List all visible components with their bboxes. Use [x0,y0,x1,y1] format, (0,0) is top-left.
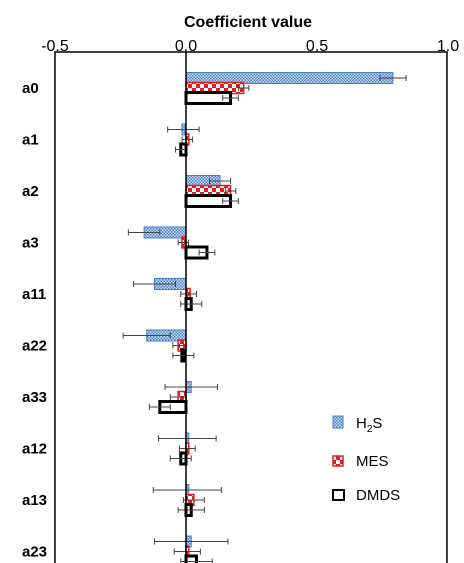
legend: H2S MES DMDS [332,415,400,504]
legend-label-dmds: DMDS [356,487,400,504]
legend-swatch-h2s [332,415,344,429]
category-label: a23 [22,544,47,561]
legend-label-h2s: H2S [356,415,382,435]
legend-swatch-mes [332,455,344,467]
category-label: a12 [22,441,47,458]
category-labels: a0 a1 a2 a3 a11 a22 a33 a12 a13 a23 [22,80,47,561]
category-label: a13 [22,492,47,509]
plot-frame [54,51,448,563]
x-tick-label: 1.0 [437,38,459,55]
category-label: a33 [22,389,47,406]
legend-swatch-dmds [332,489,345,501]
legend-item-h2s: H2S [332,415,382,435]
x-tick-label: -0.5 [41,38,69,55]
x-tick-label: 0.0 [175,38,197,55]
category-label: a1 [22,132,39,149]
category-label: a3 [22,235,39,252]
category-label: a11 [22,286,46,303]
legend-item-dmds: DMDS [332,487,400,504]
legend-label-mes: MES [356,453,389,470]
legend-item-mes: MES [332,453,389,470]
x-tick-label: 0.5 [306,38,328,55]
category-label: a2 [22,183,39,200]
category-label: a0 [22,80,39,97]
x-axis-title: Coefficient value [184,14,312,31]
category-label: a22 [22,338,47,355]
x-tick-labels: -0.5 0.0 0.5 1.0 [41,38,459,55]
